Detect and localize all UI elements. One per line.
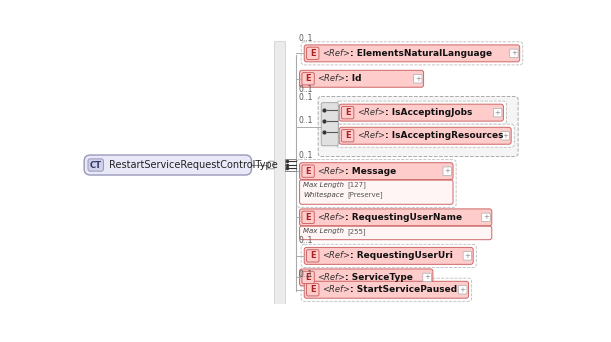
Text: : ServiceType: : ServiceType <box>345 273 413 282</box>
FancyBboxPatch shape <box>339 104 503 121</box>
FancyBboxPatch shape <box>423 273 431 282</box>
Text: <Ref>: <Ref> <box>317 273 345 282</box>
Text: E: E <box>306 273 311 282</box>
Text: [255]: [255] <box>348 228 366 235</box>
Text: E: E <box>345 108 351 117</box>
Bar <box>285 159 296 171</box>
FancyBboxPatch shape <box>299 163 453 180</box>
Text: 0..1: 0..1 <box>298 236 312 245</box>
FancyBboxPatch shape <box>336 101 507 124</box>
Text: : Id: : Id <box>345 74 362 83</box>
FancyBboxPatch shape <box>304 281 469 298</box>
FancyBboxPatch shape <box>501 132 510 140</box>
Text: Whitespace: Whitespace <box>304 192 345 198</box>
Text: 0..1: 0..1 <box>298 270 312 279</box>
FancyBboxPatch shape <box>342 130 354 142</box>
Text: <Ref>: <Ref> <box>317 213 345 222</box>
Text: <Ref>: <Ref> <box>322 251 350 260</box>
Text: Max Length: Max Length <box>304 228 345 234</box>
Text: E: E <box>306 213 311 222</box>
FancyBboxPatch shape <box>299 180 453 204</box>
Text: 0..1: 0..1 <box>298 116 312 125</box>
Text: +: + <box>464 253 470 259</box>
FancyBboxPatch shape <box>481 213 490 222</box>
Text: <Ref>: <Ref> <box>357 131 385 140</box>
FancyBboxPatch shape <box>510 49 518 57</box>
FancyBboxPatch shape <box>302 211 314 224</box>
Text: +: + <box>459 287 466 293</box>
Text: <Ref>: <Ref> <box>317 167 345 176</box>
FancyBboxPatch shape <box>84 155 252 175</box>
FancyBboxPatch shape <box>301 42 523 65</box>
Text: E: E <box>345 131 351 140</box>
FancyBboxPatch shape <box>493 108 502 117</box>
FancyBboxPatch shape <box>302 73 314 85</box>
Text: [Preserve]: [Preserve] <box>348 192 383 198</box>
Text: CT: CT <box>90 160 102 170</box>
FancyBboxPatch shape <box>299 269 433 286</box>
Text: : IsAcceptingResources: : IsAcceptingResources <box>385 131 503 140</box>
Text: : Message: : Message <box>345 167 397 176</box>
Text: +: + <box>444 168 450 174</box>
Bar <box>274 41 285 304</box>
FancyBboxPatch shape <box>321 103 338 146</box>
FancyBboxPatch shape <box>299 226 492 240</box>
Text: <Ref>: <Ref> <box>322 285 350 294</box>
Text: +: + <box>511 50 517 56</box>
FancyBboxPatch shape <box>301 278 472 301</box>
Text: +: + <box>415 76 421 82</box>
Text: 0..1: 0..1 <box>298 152 312 160</box>
Text: <Ref>: <Ref> <box>357 108 385 117</box>
FancyBboxPatch shape <box>299 70 423 87</box>
FancyBboxPatch shape <box>443 167 452 175</box>
Text: [127]: [127] <box>348 182 367 188</box>
Text: 0..1: 0..1 <box>298 34 312 43</box>
FancyBboxPatch shape <box>458 286 467 294</box>
Text: <Ref>: <Ref> <box>317 74 345 83</box>
FancyBboxPatch shape <box>336 124 514 147</box>
Text: E: E <box>306 74 311 83</box>
Text: 0..1: 0..1 <box>298 85 312 94</box>
FancyBboxPatch shape <box>304 45 520 62</box>
Text: : RequestingUserName: : RequestingUserName <box>345 213 463 222</box>
Text: +: + <box>495 110 500 116</box>
FancyBboxPatch shape <box>307 284 319 296</box>
FancyBboxPatch shape <box>296 160 456 207</box>
Text: 0..1: 0..1 <box>298 93 312 102</box>
FancyBboxPatch shape <box>269 161 274 169</box>
FancyBboxPatch shape <box>307 250 319 262</box>
Text: +: + <box>483 214 489 220</box>
Text: E: E <box>306 167 311 176</box>
FancyBboxPatch shape <box>302 165 314 177</box>
FancyBboxPatch shape <box>301 244 477 267</box>
FancyBboxPatch shape <box>318 96 518 157</box>
Text: : RequestingUserUri: : RequestingUserUri <box>350 251 453 260</box>
FancyBboxPatch shape <box>307 47 319 60</box>
Text: E: E <box>310 285 315 294</box>
FancyBboxPatch shape <box>302 271 314 284</box>
Text: E: E <box>310 49 315 58</box>
Text: : IsAcceptingJobs: : IsAcceptingJobs <box>385 108 472 117</box>
FancyBboxPatch shape <box>304 247 473 264</box>
FancyBboxPatch shape <box>414 75 422 83</box>
FancyBboxPatch shape <box>339 127 511 144</box>
Text: E: E <box>310 251 315 260</box>
Text: <Ref>: <Ref> <box>322 49 350 58</box>
FancyBboxPatch shape <box>88 159 103 171</box>
FancyBboxPatch shape <box>299 209 492 226</box>
Text: +: + <box>502 133 508 139</box>
Text: : StartServicePaused: : StartServicePaused <box>350 285 457 294</box>
Text: RestartServiceRequestControlType: RestartServiceRequestControlType <box>109 160 277 170</box>
Text: +: + <box>424 274 430 280</box>
Text: Max Length: Max Length <box>304 182 345 188</box>
FancyBboxPatch shape <box>342 106 354 119</box>
FancyBboxPatch shape <box>463 252 472 260</box>
Text: : ElementsNaturalLanguage: : ElementsNaturalLanguage <box>350 49 492 58</box>
